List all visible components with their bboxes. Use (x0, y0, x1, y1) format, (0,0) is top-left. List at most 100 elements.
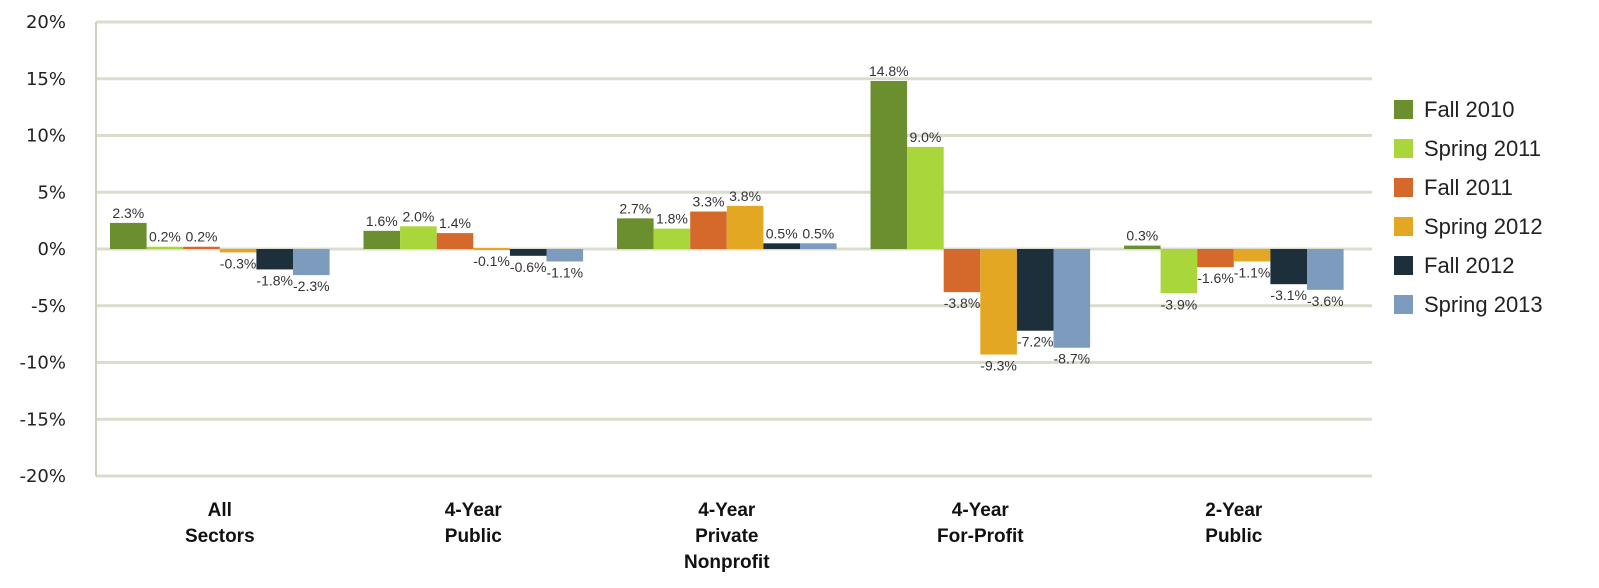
data-label: 3.8% (729, 188, 761, 204)
data-label: 1.6% (366, 213, 398, 229)
bar (509, 249, 547, 256)
legend-swatch (1394, 256, 1413, 275)
bar (907, 146, 944, 249)
data-labels: 2.3%0.2% 0.2%-0.3%-1.8% -2.3%1.6% 2.0% 1.4%-… (112, 63, 1343, 374)
bar (1160, 249, 1198, 294)
data-label: 2.3% (112, 205, 144, 221)
data-label: 3.3% (693, 194, 725, 210)
category-labels: All Sectors 4-Year Public 4-Year Private Nonpr… (185, 500, 1263, 573)
y-tick-label: 15% (26, 69, 66, 90)
bar (363, 230, 401, 249)
data-label: 1.8% (656, 211, 688, 227)
y-tick-label: 20% (26, 12, 66, 33)
legend-swatch (1394, 178, 1413, 197)
category-label: All (208, 500, 232, 521)
data-label: -2.3% (293, 278, 330, 294)
bar (1124, 245, 1161, 249)
y-tick-label: 0% (37, 239, 66, 260)
data-label: 0.5% (766, 225, 798, 241)
legend-item: Fall 2011 (1394, 168, 1594, 207)
legend-item: Fall 2010 (1394, 90, 1594, 129)
data-label: -0.6% (510, 259, 547, 275)
data-label: -1.1% (547, 264, 584, 280)
data-label: 0.3% (1126, 228, 1158, 244)
category-label: Sectors (185, 526, 255, 547)
data-label: 9.0% (909, 129, 941, 145)
bar (546, 249, 584, 262)
y-tick-label: -15% (19, 409, 66, 430)
category-label: For-Profit (937, 526, 1024, 547)
legend-label: Fall 2012 (1424, 252, 1515, 278)
bar (870, 81, 908, 250)
bar (400, 226, 437, 249)
bar (293, 249, 330, 276)
legend-swatch (1394, 100, 1413, 119)
category-label: 4-Year (952, 500, 1010, 521)
data-label: 0.2% (186, 229, 218, 245)
bar (1307, 249, 1344, 290)
category-label: Public (445, 526, 502, 547)
bar (256, 249, 293, 270)
bar (1197, 249, 1234, 268)
bar (800, 243, 837, 249)
bar (219, 249, 257, 253)
legend-item: Spring 2011 (1394, 129, 1594, 168)
data-label: -3.9% (1161, 296, 1198, 312)
data-label: -0.3% (220, 255, 257, 271)
y-tick-label: 10% (26, 126, 66, 147)
bar (943, 249, 981, 293)
bar (473, 248, 510, 250)
data-label: -3.6% (1307, 293, 1344, 309)
data-label: -8.7% (1054, 351, 1091, 367)
bar (1233, 249, 1271, 262)
bar (110, 222, 147, 249)
legend-label: Fall 2010 (1424, 96, 1515, 122)
category-label: 4-Year (698, 500, 756, 521)
y-tick-label: -10% (19, 353, 66, 374)
bar (1053, 249, 1091, 348)
bar (653, 228, 691, 249)
legend-label: Spring 2012 (1424, 213, 1543, 239)
legend-swatch (1394, 295, 1413, 314)
legend-swatch (1394, 217, 1413, 236)
data-label: 0.5% (802, 225, 834, 241)
data-label: -3.1% (1270, 287, 1307, 303)
bar (980, 249, 1017, 355)
bar (763, 243, 800, 249)
data-label: -1.8% (256, 272, 293, 288)
y-axis: 20% 15% 10% 5% 0% -5% -10% -15% -20% (19, 12, 97, 487)
category-label: Private (695, 526, 758, 547)
bar (617, 218, 654, 249)
data-label: -9.3% (980, 358, 1017, 374)
data-label: -1.1% (1234, 264, 1271, 280)
y-tick-label: -5% (31, 296, 66, 317)
data-label: -0.1% (473, 253, 510, 269)
legend-label: Spring 2011 (1424, 135, 1542, 161)
legend-item: Spring 2012 (1394, 207, 1594, 246)
bar (1016, 249, 1054, 331)
category-label: Public (1205, 526, 1262, 547)
bar (183, 246, 220, 249)
data-label: -3.8% (944, 295, 981, 311)
data-label: 2.7% (619, 200, 651, 216)
legend-item: Fall 2012 (1394, 246, 1594, 285)
y-tick-label: -20% (19, 466, 66, 487)
legend-item: Spring 2013 (1394, 285, 1594, 324)
data-label: 2.0% (402, 208, 434, 224)
bars (110, 81, 1344, 355)
bar (146, 246, 184, 249)
data-label: 14.8% (869, 63, 909, 79)
data-label: -7.2% (1017, 334, 1054, 350)
category-label: 4-Year (445, 500, 503, 521)
data-label: -1.6% (1197, 270, 1234, 286)
bar (726, 205, 764, 249)
bar (690, 211, 727, 249)
data-label: 1.4% (439, 215, 471, 231)
legend-swatch (1394, 139, 1413, 158)
legend-label: Fall 2011 (1424, 174, 1513, 200)
legend-label: Spring 2013 (1424, 291, 1543, 317)
data-label: 0.2% (149, 229, 181, 245)
category-label: 2-Year (1205, 500, 1263, 521)
y-tick-label: 5% (37, 182, 66, 203)
